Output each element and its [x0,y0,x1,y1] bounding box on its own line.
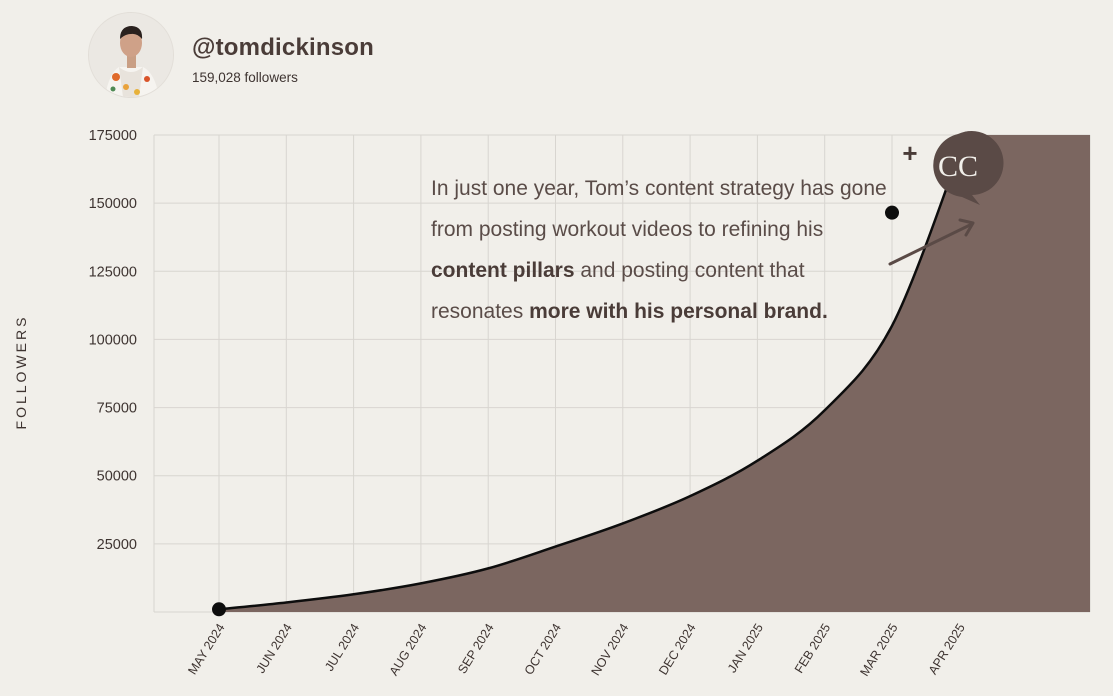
speech-bubble-icon [933,131,1004,205]
x-tick-label: OCT 2024 [522,621,564,677]
x-tick-label: JUL 2024 [322,621,362,673]
x-tick-label: DEC 2024 [656,621,698,677]
x-tick-label: JUN 2024 [254,621,295,676]
y-tick-label: 75000 [97,401,137,417]
y-tick-labels: 25000 50000 75000 100000 125000 150000 175000 [89,128,137,553]
x-tick-label: AUG 2024 [387,621,430,678]
growth-line [218,131,967,611]
annotation-text: In just one year, Tom’s content strategy… [431,168,901,332]
x-tick-label: SEP 2024 [455,621,497,676]
x-tick-label: FEB 2025 [792,621,833,676]
data-point-marker [212,602,226,617]
y-tick-label: 175000 [89,128,137,144]
logo-text: CC [938,150,978,183]
avatar-illustration [89,13,173,97]
profile-handle[interactable]: @tomdickinson [192,34,375,61]
follower-count: 159,028 followers [192,70,298,85]
avatar[interactable] [88,12,174,98]
data-point-marker [885,205,899,220]
x-tick-label: JAN 2025 [725,621,766,675]
annotation-part-1: In just one year, Tom’s content strategy… [431,177,887,241]
annotation-part-2: and posting content that resonates [431,259,805,323]
y-tick-label: 100000 [89,332,137,348]
y-tick-label: 50000 [97,469,137,485]
annotation-arrow [888,218,975,266]
x-tick-label: APR 2025 [926,621,968,677]
annotation-emphasis-1: content pillars [431,259,575,282]
x-tick-label: NOV 2024 [589,621,632,678]
x-tick-labels: MAY 2024 JUN 2024 JUL 2024 AUG 2024 SEP 2024… [185,621,968,679]
plus-icon: + [902,138,917,168]
y-tick-label: 25000 [97,537,137,553]
y-tick-label: 150000 [89,196,137,212]
y-tick-label: 125000 [89,264,137,280]
x-tick-label: MAR 2025 [857,621,900,679]
area-fill [219,133,1090,612]
x-tick-label: MAY 2024 [185,621,227,677]
logo-badge: + CC [902,131,1004,205]
annotation-emphasis-2: more with his personal brand. [529,300,828,323]
